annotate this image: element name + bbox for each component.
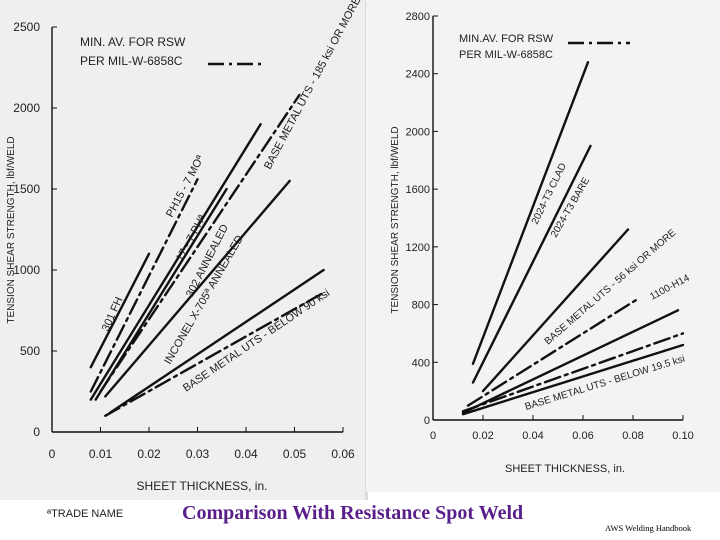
chart1-x-tick-label: 0 <box>49 447 56 461</box>
chart1-y-tick-label: 500 <box>20 344 40 358</box>
source-credit: AWS Welding Handbook <box>605 523 692 533</box>
chart2-y-tick-label: 0 <box>424 415 430 427</box>
chart1-x-tick-label: 0.06 <box>331 447 355 461</box>
chart1-series-line <box>104 291 325 417</box>
chart2-y-tick-label: 400 <box>412 357 430 369</box>
chart1-series-label: 301 FH <box>100 295 126 333</box>
chart1-y-tick-label: 2000 <box>13 101 40 115</box>
chart2-series-label: 1100-H14 <box>648 272 692 302</box>
chart2-series-line <box>471 61 590 365</box>
chart1-x-tick-label: 0.04 <box>234 447 258 461</box>
chart2-y-tick-label: 2000 <box>406 126 430 138</box>
chart1-x-tick-label: 0.01 <box>89 447 113 461</box>
chart2-series-line <box>461 332 685 413</box>
chart1-series-label: PH15 - 7 MOª <box>164 153 207 220</box>
chart2-x-tick-label: 0.02 <box>472 430 493 442</box>
chart2-x-tick-label: 0 <box>430 430 436 442</box>
chart1-x-tick-label: 0.02 <box>137 447 161 461</box>
chart2-y-tick-label: 1200 <box>406 242 430 254</box>
chart1-y-tick-label: 2500 <box>13 20 40 34</box>
chart1-footnote: ªTRADE NAME <box>47 508 123 520</box>
chart2-series-line <box>481 228 630 393</box>
chart1-y-axis-title: TENSION SHEAR STRENGTH, lbf/WELD <box>6 136 17 323</box>
chart2-series-line <box>461 309 680 414</box>
chart2-legend-text: MIN.AV. FOR RSW <box>459 33 554 45</box>
chart1-series-line <box>89 252 151 369</box>
chart1-y-tick-label: 1500 <box>13 182 40 196</box>
chart1-y-tick-label: 1000 <box>13 263 40 277</box>
chart1-x-tick-label: 0.03 <box>186 447 210 461</box>
chart2-series-line <box>461 343 685 416</box>
chart2-y-axis-title: TENSION SHEAR STRENGTH, lbf/WELD <box>390 126 401 313</box>
chart1-series-line <box>89 122 262 401</box>
chart2-y-tick-label: 1600 <box>406 184 430 196</box>
chart1-y-tick-label: 0 <box>33 425 40 439</box>
chart1-x-axis-title: SHEET THICKNESS, in. <box>137 479 268 493</box>
right-chart-scan <box>366 0 720 492</box>
chart1-legend-text: PER MIL-W-6858C <box>80 54 183 68</box>
chart1-series-label: BASE METAL UTS - 185 ksi OR MORE <box>262 0 363 171</box>
chart2-x-tick-label: 0.04 <box>522 430 543 442</box>
chart2-series-line <box>471 144 592 384</box>
chart1-series-line <box>89 178 199 393</box>
chart1-series-line <box>108 268 325 414</box>
chart2-y-tick-label: 2800 <box>406 11 430 23</box>
chart2-series-line <box>466 297 640 407</box>
chart2-legend-text: PER MIL-W-6858C <box>459 49 553 61</box>
chart2-x-axis-title: SHEET THICKNESS, in. <box>505 463 625 475</box>
chart1-x-tick-label: 0.05 <box>283 447 307 461</box>
chart1-series-line <box>104 179 291 398</box>
slide-caption: Comparison With Resistance Spot Weld <box>182 502 524 524</box>
chart1-series-line <box>99 93 301 393</box>
chart2-series-label: BASE METAL UTS - BELOW 19.5 ksi <box>524 354 687 413</box>
chart2-x-tick-label: 0.10 <box>672 430 693 442</box>
chart2-y-tick-label: 800 <box>412 300 430 312</box>
chart2-x-tick-label: 0.06 <box>572 430 593 442</box>
chart2-x-tick-label: 0.08 <box>622 430 643 442</box>
chart2-y-tick-label: 2400 <box>406 69 430 81</box>
chart1-legend-text: MIN. AV. FOR RSW <box>80 35 186 49</box>
